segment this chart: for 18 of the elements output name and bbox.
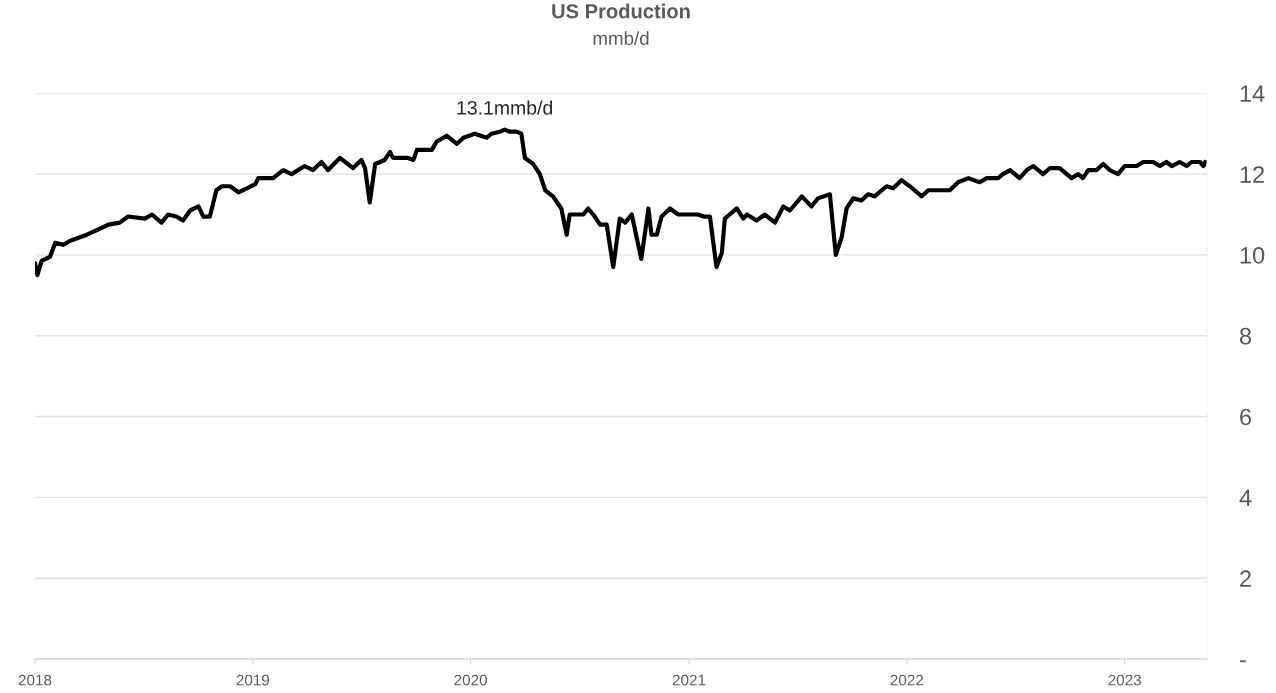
x-tick-label: 2021 (672, 674, 706, 686)
line-series (35, 127, 1207, 278)
y-tick-label: 10 (1240, 247, 1265, 264)
x-tick-label: 2022 (890, 674, 924, 686)
annotation: 13.1mmb/d (457, 100, 553, 115)
chart-subtitle: mmb/d (593, 31, 649, 46)
y-tick-label: 4 (1239, 489, 1252, 506)
x-tick-label: 2023 (1108, 674, 1141, 686)
x-tick-label: 2019 (236, 674, 270, 686)
x-tick-label: 2020 (454, 674, 488, 686)
y-tick-label: 2 (1240, 570, 1251, 587)
y-tick-label: 12 (1240, 166, 1265, 183)
y-tick-label: 6 (1240, 408, 1252, 426)
y-tick-label: 8 (1239, 327, 1252, 345)
y-tick-label: 14 (1240, 85, 1265, 102)
y-tick-label: - (1239, 660, 1246, 663)
chart-title: US Production (552, 3, 690, 19)
x-tick-label: 2018 (18, 674, 52, 686)
